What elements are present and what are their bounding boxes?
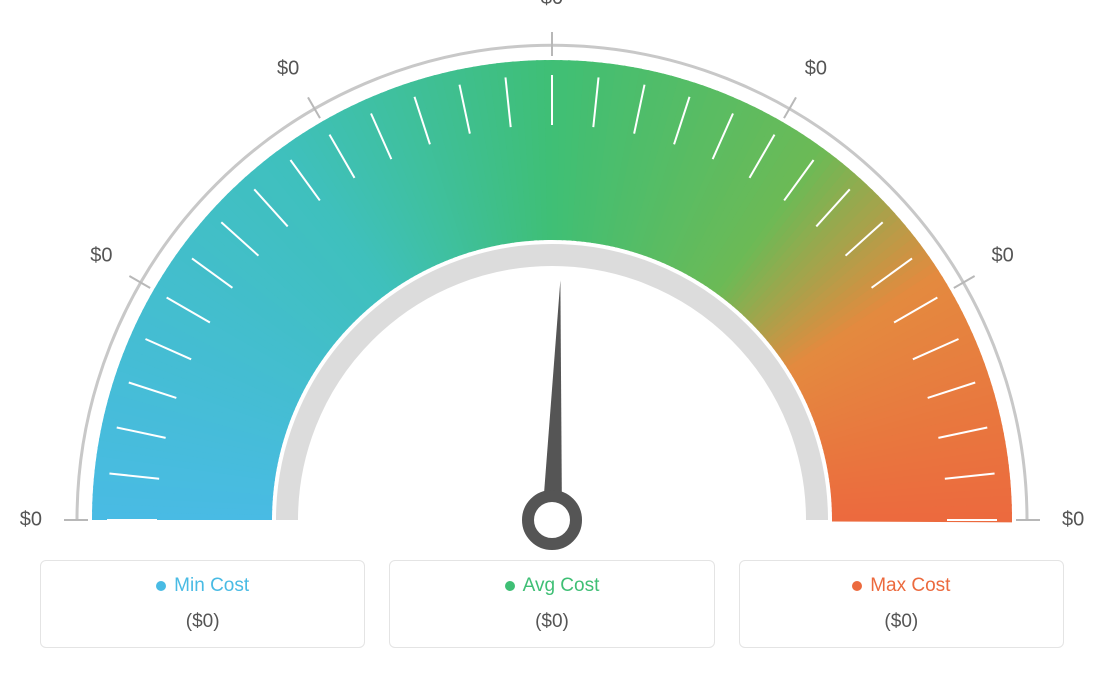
legend-value-max: ($0) bbox=[748, 611, 1055, 633]
legend-card-min: Min Cost ($0) bbox=[40, 560, 365, 648]
legend-card-max: Max Cost ($0) bbox=[739, 560, 1064, 648]
legend-value-min: ($0) bbox=[49, 611, 356, 633]
gauge-chart: $0 $0 $0 $0 $0 $0 $0 bbox=[0, 0, 1104, 560]
legend-dot-max bbox=[852, 581, 862, 591]
gauge-svg bbox=[0, 0, 1104, 560]
gauge-needle bbox=[542, 280, 562, 520]
gauge-tick-label: $0 bbox=[541, 0, 563, 10]
gauge-tick-label: $0 bbox=[20, 509, 42, 532]
gauge-needle-hub bbox=[528, 496, 576, 544]
legend-title-max: Max Cost bbox=[852, 575, 950, 597]
legend-title-text-min: Min Cost bbox=[174, 575, 249, 597]
legend-dot-avg bbox=[505, 581, 515, 591]
legend-card-avg: Avg Cost ($0) bbox=[389, 560, 714, 648]
gauge-tick-label: $0 bbox=[90, 244, 112, 267]
gauge-tick-label: $0 bbox=[1062, 509, 1084, 532]
legend-dot-min bbox=[156, 581, 166, 591]
legend-title-text-avg: Avg Cost bbox=[523, 575, 600, 597]
legend-title-text-max: Max Cost bbox=[870, 575, 950, 597]
legend-value-avg: ($0) bbox=[398, 611, 705, 633]
legend-row: Min Cost ($0) Avg Cost ($0) Max Cost ($0… bbox=[0, 560, 1104, 648]
legend-title-avg: Avg Cost bbox=[505, 575, 600, 597]
gauge-tick-label: $0 bbox=[805, 58, 827, 81]
gauge-tick-label: $0 bbox=[277, 58, 299, 81]
legend-title-min: Min Cost bbox=[156, 575, 249, 597]
gauge-tick-label: $0 bbox=[991, 244, 1013, 267]
